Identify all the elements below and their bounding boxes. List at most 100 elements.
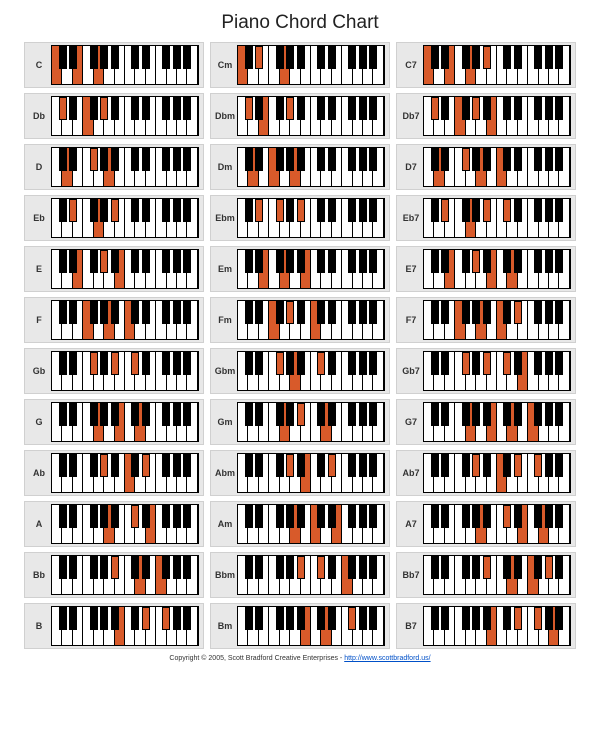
white-key xyxy=(466,199,476,237)
white-key xyxy=(62,556,72,594)
white-key xyxy=(125,607,135,645)
white-key xyxy=(321,46,331,84)
white-key xyxy=(115,148,125,186)
keyboard xyxy=(237,402,385,442)
chord-row: GbGbmGb7 xyxy=(24,348,576,394)
white-key xyxy=(290,46,300,84)
white-key xyxy=(497,505,507,543)
white-key xyxy=(424,148,434,186)
white-key xyxy=(549,454,559,492)
white-key xyxy=(125,454,135,492)
white-key xyxy=(518,403,528,441)
white-key xyxy=(363,505,373,543)
white-key xyxy=(83,505,93,543)
white-key xyxy=(104,46,114,84)
white-key xyxy=(539,301,549,339)
keyboard xyxy=(51,504,199,544)
white-key xyxy=(135,250,145,288)
white-key xyxy=(248,352,258,390)
white-key xyxy=(342,352,352,390)
keyboard xyxy=(51,198,199,238)
white-key xyxy=(559,46,569,84)
white-key xyxy=(559,97,569,135)
keyboard xyxy=(423,351,571,391)
white-key xyxy=(280,556,290,594)
white-key xyxy=(62,250,72,288)
chord-cell: Db7 xyxy=(396,93,576,139)
chord-label: Gb xyxy=(27,366,51,376)
white-key xyxy=(311,556,321,594)
chord-label: Bb7 xyxy=(399,570,423,580)
white-key xyxy=(156,403,166,441)
white-key xyxy=(248,607,258,645)
white-key xyxy=(187,505,197,543)
white-key xyxy=(167,148,177,186)
white-key xyxy=(342,97,352,135)
white-key xyxy=(280,301,290,339)
white-key xyxy=(115,97,125,135)
footer-link[interactable]: http://www.scottbradford.us/ xyxy=(344,655,430,662)
white-key xyxy=(269,352,279,390)
white-key xyxy=(434,505,444,543)
white-key xyxy=(167,199,177,237)
keyboard xyxy=(51,249,199,289)
white-key xyxy=(434,403,444,441)
white-key xyxy=(259,556,269,594)
white-key xyxy=(125,199,135,237)
chord-cell: Bm xyxy=(210,603,390,649)
white-key xyxy=(518,352,528,390)
white-key xyxy=(177,301,187,339)
keyboard xyxy=(51,147,199,187)
white-key xyxy=(115,505,125,543)
chord-row: AAmA7 xyxy=(24,501,576,547)
white-key xyxy=(528,148,538,186)
white-key xyxy=(238,352,248,390)
white-key xyxy=(373,301,383,339)
chord-cell: Bb7 xyxy=(396,552,576,598)
white-key xyxy=(94,97,104,135)
white-key xyxy=(487,352,497,390)
white-key xyxy=(83,46,93,84)
white-key xyxy=(167,607,177,645)
white-key xyxy=(539,250,549,288)
keyboard xyxy=(51,606,199,646)
chord-label: Dbm xyxy=(213,111,237,121)
white-key xyxy=(115,250,125,288)
white-key xyxy=(156,301,166,339)
keyboard xyxy=(423,96,571,136)
chord-cell: B7 xyxy=(396,603,576,649)
chord-label: E7 xyxy=(399,264,423,274)
white-key xyxy=(528,97,538,135)
white-key xyxy=(135,97,145,135)
white-key xyxy=(332,199,342,237)
white-key xyxy=(549,301,559,339)
white-key xyxy=(373,199,383,237)
white-key xyxy=(353,199,363,237)
white-key xyxy=(146,148,156,186)
white-key xyxy=(146,505,156,543)
chord-cell: Bbm xyxy=(210,552,390,598)
white-key xyxy=(146,454,156,492)
white-key xyxy=(62,46,72,84)
white-key xyxy=(238,97,248,135)
white-key xyxy=(455,556,465,594)
white-key xyxy=(177,454,187,492)
white-key xyxy=(280,352,290,390)
white-key xyxy=(487,46,497,84)
white-key xyxy=(445,505,455,543)
white-key xyxy=(311,505,321,543)
white-key xyxy=(373,505,383,543)
white-key xyxy=(549,352,559,390)
keyboard xyxy=(423,45,571,85)
white-key xyxy=(238,454,248,492)
white-key xyxy=(518,505,528,543)
white-key xyxy=(476,454,486,492)
white-key xyxy=(83,556,93,594)
white-key xyxy=(342,403,352,441)
white-key xyxy=(187,556,197,594)
white-key xyxy=(83,454,93,492)
chord-row: EbEbmEb7 xyxy=(24,195,576,241)
chord-cell: G xyxy=(24,399,204,445)
white-key xyxy=(83,148,93,186)
white-key xyxy=(301,46,311,84)
